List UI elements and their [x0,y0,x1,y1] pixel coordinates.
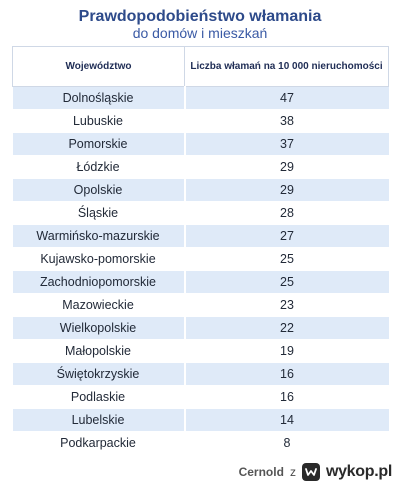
table-row: Wielkopolskie 22 [12,316,389,340]
region-cell: Opolskie [12,178,186,202]
table-row: Pomorskie 37 [12,132,389,156]
region-cell: Śląskie [12,201,186,225]
table-row: Zachodniopomorskie 25 [12,270,389,294]
value-cell: 16 [184,362,389,386]
source-footer: Cernold z wykop.pl [239,461,392,483]
author-username[interactable]: Cernold [238,465,284,479]
region-cell: Łódzkie [12,155,186,179]
value-cell: 29 [184,155,389,179]
value-cell: 37 [184,132,389,156]
value-cell: 19 [184,339,389,363]
region-cell: Dolnośląskie [12,86,186,110]
table-row: Lubuskie 38 [12,109,389,133]
column-header-burglaries: Liczba włamań na 10 000 nieruchomości [184,46,389,87]
value-cell: 27 [184,224,389,248]
burglary-table: Województwo Liczba włamań na 10 000 nier… [12,46,389,455]
table-row: Podkarpackie 8 [12,431,389,455]
table-header-row: Województwo Liczba włamań na 10 000 nier… [12,46,389,87]
table-row: Śląskie 28 [12,201,389,225]
table-row: Małopolskie 19 [12,339,389,363]
table-row: Łódzkie 29 [12,155,389,179]
value-cell: 16 [184,385,389,409]
table-row: Mazowieckie 23 [12,293,389,317]
value-cell: 14 [184,408,389,432]
value-cell: 38 [184,109,389,133]
column-header-region: Województwo [12,46,185,87]
value-cell: 25 [184,270,389,294]
table-row: Opolskie 29 [12,178,389,202]
region-cell: Wielkopolskie [12,316,186,340]
region-cell: Pomorskie [12,132,186,156]
value-cell: 8 [184,431,389,455]
table-row: Warmińsko-mazurskie 27 [12,224,389,248]
value-cell: 23 [184,293,389,317]
region-cell: Kujawsko-pomorskie [12,247,186,271]
page-title: Prawdopodobieństwo włamania [78,8,322,25]
region-cell: Podlaskie [12,385,186,409]
value-cell: 28 [184,201,389,225]
wykop-logo-icon [301,463,320,481]
region-cell: Lubuskie [12,109,186,133]
value-cell: 22 [184,316,389,340]
region-cell: Małopolskie [12,339,186,363]
footer-separator: z [289,465,296,479]
region-cell: Warmińsko-mazurskie [12,224,186,248]
value-cell: 29 [184,178,389,202]
wykop-brand-text[interactable]: wykop.pl [325,463,392,480]
region-cell: Mazowieckie [12,293,186,317]
table-row: Podlaskie 16 [12,385,389,409]
value-cell: 25 [184,247,389,271]
page-subtitle: do domów i mieszkań [132,25,268,41]
table-row: Dolnośląskie 47 [12,86,389,110]
region-cell: Lubelskie [12,408,186,432]
region-cell: Podkarpackie [12,431,186,455]
region-cell: Zachodniopomorskie [12,270,186,294]
table-row: Świętokrzyskie 16 [12,362,389,386]
region-cell: Świętokrzyskie [12,362,186,386]
table-row: Kujawsko-pomorskie 25 [12,247,389,271]
value-cell: 47 [184,86,389,110]
table-row: Lubelskie 14 [12,408,389,432]
infographic-card: Prawdopodobieństwo włamania do domów i m… [12,8,389,455]
